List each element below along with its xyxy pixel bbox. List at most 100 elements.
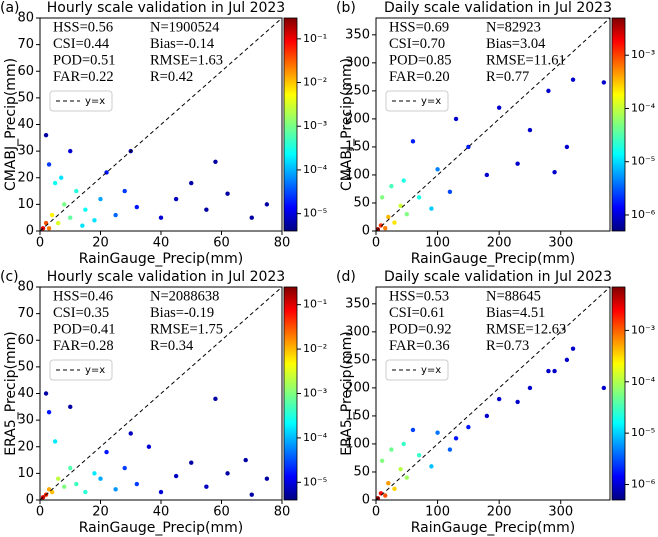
y-tick-label: 20 [17,170,34,185]
legend-box [49,90,113,112]
stat-text: Bias=-0.19 [150,305,214,321]
colorbar [283,17,298,232]
stat-text: RMSE=1.75 [150,321,223,337]
y-tick-label: 150 [345,408,370,423]
plot-area [40,287,282,500]
scatter-point [453,116,459,122]
y-tick-label: 0 [362,224,370,239]
panel-label: (d) [336,269,356,285]
scatter-point [386,214,391,220]
y-tick-label: 20 [17,439,34,454]
scatter-point [435,167,440,172]
legend-label: y=x [421,365,441,376]
scatter-point [570,346,576,351]
scatter-point [46,226,52,231]
scatter-point [249,492,254,497]
chart-title: Daily scale validation in Jul 2023 [384,269,612,285]
scatter-point [173,196,179,202]
stat-text: CSI=0.35 [53,305,109,321]
y-tick-label: 50 [353,195,370,210]
x-axis-label: RainGauge_Precip(mm) [79,251,244,267]
x-tick-label: 0 [372,505,380,520]
stat-text: POD=0.41 [53,321,116,337]
scatter-point [552,368,557,374]
x-tick-label: 40 [153,505,170,520]
scatter-point [453,436,459,441]
scatter-point [49,212,55,218]
scatter-point [98,196,103,202]
legend-box [49,359,113,381]
colorbar-tick-label: 10⁻⁶ [631,478,656,491]
points [376,287,610,500]
y-tick-label: 250 [345,83,370,98]
y-axis-label: ERA5_Precip(mm) [339,331,355,455]
scatter-point [410,427,416,433]
scatter-point [435,430,440,435]
y-tick-label: 40 [17,117,34,132]
scatter-point [484,172,490,178]
stat-text: HSS=0.56 [53,19,113,35]
points [376,18,610,231]
scatter-point [378,491,384,496]
scatter-point [134,481,139,487]
x-tick-label: 80 [274,505,291,520]
x-tick-label: 200 [487,236,512,251]
scatter-point [379,458,385,463]
y-tick-label: 0 [26,493,34,508]
stat-text: N=82923 [486,19,541,35]
y-tick-label: 10 [17,197,34,212]
legend-label: y=x [85,96,105,107]
reference-line [40,18,282,231]
scatter-point [527,385,533,391]
scatter-point [404,211,409,217]
x-tick-label: 100 [425,505,450,520]
stat-text: N=1900524 [150,19,220,35]
colorbar-tick-label: 10⁻⁴ [631,101,656,114]
scatter-point [43,391,49,396]
legend-label: y=x [85,365,105,376]
scatter-point [546,88,551,94]
scatter-point [398,466,403,472]
y-tick-label: 80 [17,280,34,295]
x-tick-label: 0 [36,236,44,251]
scatter-point [264,476,270,481]
scatter-point [74,188,79,194]
chart-title: Daily scale validation in Jul 2023 [384,0,612,16]
scatter-point [496,396,502,402]
colorbar-tick-label: 10⁻² [303,342,327,355]
colorbar-tick-label: 10⁻⁶ [631,208,656,221]
plot-frame [375,17,611,232]
scatter-point [379,195,385,200]
y-tick-label: 30 [17,144,34,159]
legend-box [385,359,449,381]
stat-text: POD=0.51 [53,52,116,68]
scatter-point [98,476,103,481]
scatter-point [601,80,607,85]
scatter-point [158,215,164,220]
scatter-point [46,487,52,492]
stat-text: CSI=0.44 [53,36,110,52]
colorbar-tick-label: 10⁻⁵ [303,475,327,488]
stat-text: POD=0.85 [389,52,452,68]
scatter-point [68,465,73,471]
scatter-point [264,202,270,207]
scatter-point [515,161,520,166]
x-tick-label: 0 [36,505,44,520]
scatter-point [401,178,406,183]
plot-area [376,287,610,500]
chart-title: Hourly scale validation in Jul 2023 [47,269,285,285]
y-tick-label: 70 [17,306,34,321]
scatter-point [92,218,97,223]
colorbar-tick-label: 10⁻³ [631,323,655,336]
y-tick-label: 100 [345,436,370,451]
stat-text: R=0.73 [486,338,529,354]
scatter-point [189,180,194,186]
y-tick-label: 100 [345,167,370,182]
colorbar-tick-label: 10⁻² [303,76,327,89]
y-tick-label: 250 [345,352,370,367]
chart-title: Hourly scale validation in Jul 2023 [47,0,285,16]
y-axis-label: CMABJ_Precip(mm) [3,58,19,191]
scatter-point [92,471,97,476]
scatter-point [466,424,471,430]
